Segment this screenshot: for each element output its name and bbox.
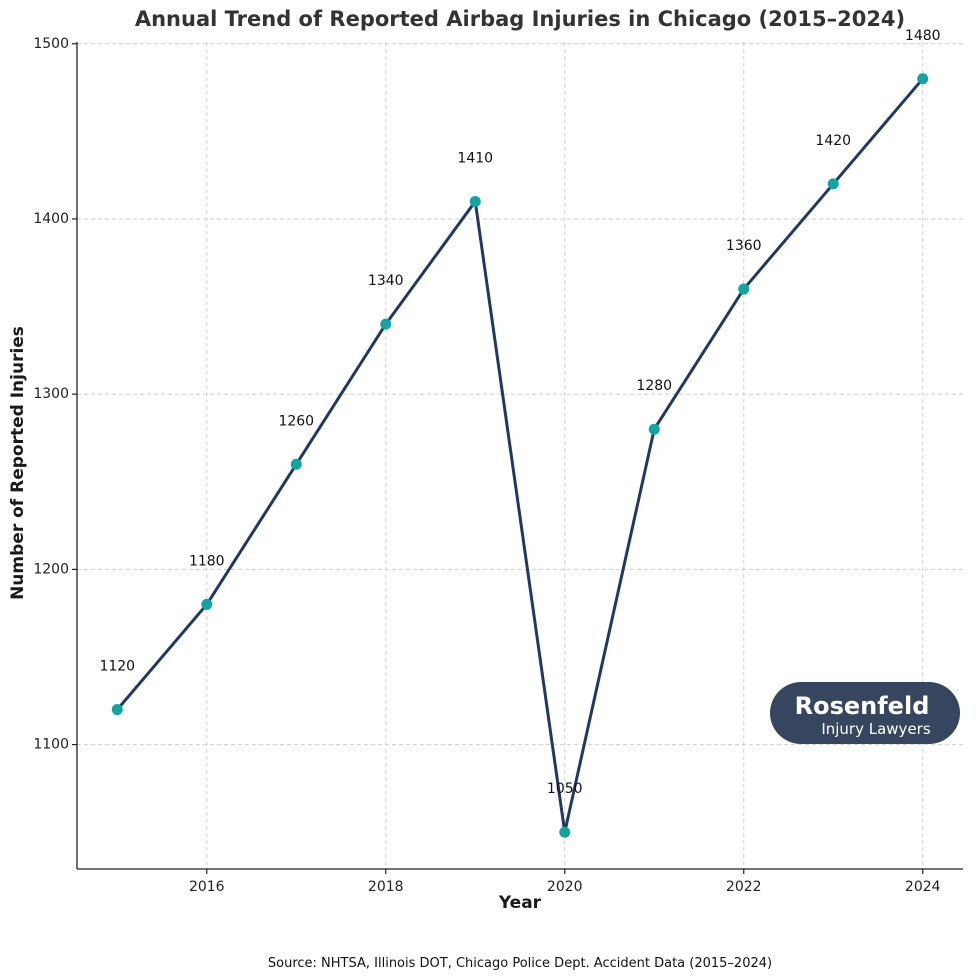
source-note: Source: NHTSA, Illinois DOT, Chicago Pol… — [268, 956, 772, 971]
x-axis-label: Year — [498, 893, 542, 913]
data-label-2023: 1420 — [815, 133, 851, 149]
x-tick-label-2018: 2018 — [368, 879, 404, 895]
data-label-2021: 1280 — [636, 378, 672, 394]
data-point-2019 — [469, 195, 481, 207]
logo: Rosenfeld Injury Lawyers — [770, 682, 960, 744]
data-point-2015 — [111, 704, 123, 716]
logo-name: Rosenfeld — [795, 692, 930, 720]
data-point-2024 — [917, 73, 929, 85]
data-label-2020: 1050 — [547, 781, 583, 797]
data-point-2020 — [559, 826, 571, 838]
data-label-2015: 1120 — [99, 659, 135, 675]
data-label-2024: 1480 — [905, 28, 941, 44]
y-tick-label-1400: 1400 — [33, 211, 69, 227]
data-point-2022 — [738, 283, 750, 295]
chart-title: Annual Trend of Reported Airbag Injuries… — [135, 7, 905, 31]
data-point-2017 — [290, 458, 302, 470]
data-label-2017: 1260 — [278, 413, 314, 429]
logo-badge — [770, 682, 960, 744]
y-tick-label-1500: 1500 — [33, 36, 69, 52]
y-tick-label-1100: 1100 — [33, 737, 69, 753]
axes — [76, 42, 963, 870]
x-tick-label-2024: 2024 — [905, 879, 941, 895]
y-axis-label: Number of Reported Injuries — [8, 326, 28, 600]
data-label-2019: 1410 — [457, 150, 493, 166]
grid — [77, 42, 963, 869]
x-tick-label-2020: 2020 — [547, 879, 583, 895]
data-point-2016 — [201, 598, 213, 610]
data-label-2022: 1360 — [726, 238, 762, 254]
y-tick-label-1300: 1300 — [33, 386, 69, 402]
series-layer — [111, 73, 929, 838]
y-tick-label-1200: 1200 — [33, 561, 69, 577]
data-label-2016: 1180 — [189, 553, 225, 569]
data-point-2021 — [648, 423, 660, 435]
data-point-2023 — [827, 178, 839, 190]
ticks: 2016 2018 2020 2022 2024 1100 1200 1300 1400 1500 — [33, 36, 940, 895]
data-label-2018: 1340 — [368, 273, 404, 289]
series-line-0 — [116, 77, 924, 834]
data-labels: 1120 1180 1260 1340 1410 1050 1280 1360 1420 1480 — [99, 28, 940, 797]
data-point-2018 — [380, 318, 392, 330]
x-tick-label-2022: 2022 — [726, 879, 762, 895]
logo-tagline: Injury Lawyers — [821, 720, 931, 738]
x-tick-label-2016: 2016 — [189, 879, 225, 895]
